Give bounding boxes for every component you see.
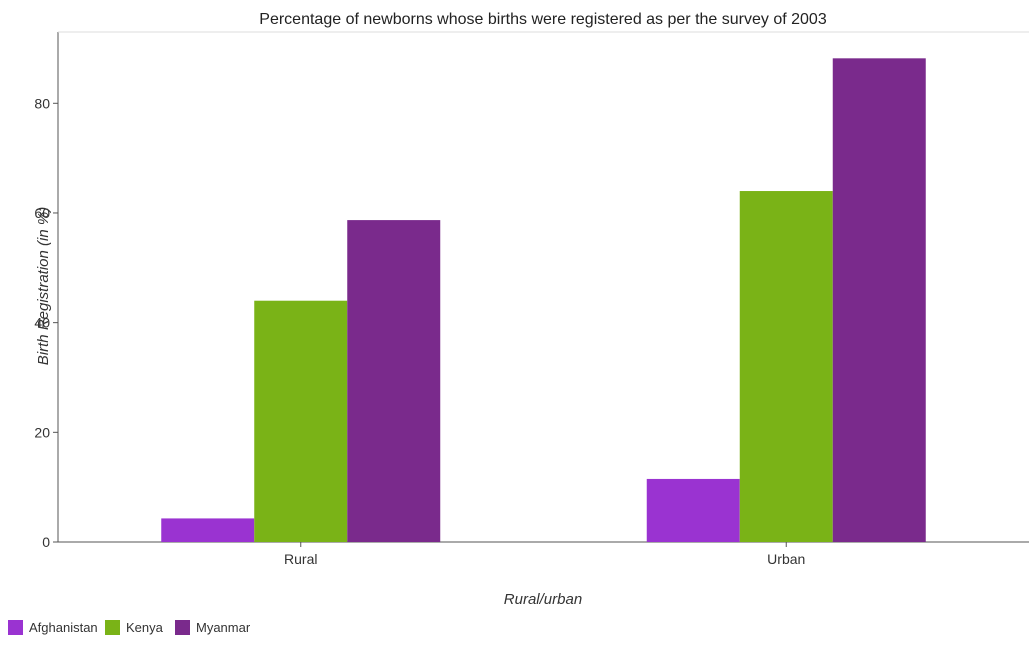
bar-afghanistan-rural — [161, 518, 255, 542]
y-tick-label: 20 — [34, 424, 50, 440]
bar-myanmar-urban — [832, 58, 926, 543]
x-tick-label: Urban — [767, 551, 805, 567]
chart-title: Percentage of newborns whose births were… — [259, 11, 827, 28]
bars — [161, 58, 926, 543]
y-tick-label: 60 — [34, 205, 50, 221]
y-tick-label: 80 — [34, 95, 50, 111]
bar-kenya-urban — [739, 191, 833, 542]
bar-kenya-rural — [254, 300, 348, 542]
legend: Afghanistan Kenya Myanmar — [8, 620, 251, 635]
y-axis-ticks: 0 20 40 60 80 — [34, 95, 58, 550]
bar-afghanistan-urban — [646, 478, 740, 542]
bar-myanmar-rural — [347, 220, 441, 542]
y-tick-label: 0 — [42, 534, 50, 550]
legend-label: Myanmar — [196, 620, 251, 635]
legend-swatch — [105, 620, 120, 635]
legend-label: Kenya — [126, 620, 164, 635]
x-tick-label: Rural — [284, 551, 317, 567]
legend-label: Afghanistan — [29, 620, 98, 635]
y-axis-label: Birth Registration (in %) — [35, 207, 52, 365]
legend-swatch — [175, 620, 190, 635]
y-tick-label: 40 — [34, 315, 50, 331]
x-axis-label: Rural/urban — [504, 591, 582, 608]
legend-swatch — [8, 620, 23, 635]
x-axis-ticks: Rural Urban — [284, 542, 805, 567]
